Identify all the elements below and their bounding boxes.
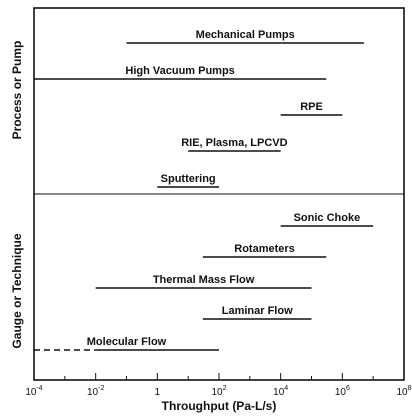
high-vacuum-pumps-label: High Vacuum Pumps <box>125 65 234 77</box>
thermal-mass-flow-label: Thermal Mass Flow <box>153 274 255 286</box>
molecular-flow-label: Molecular Flow <box>87 336 167 348</box>
y-group-label-gauge: Gauge or Technique <box>10 233 24 348</box>
mechanical-pumps-label: Mechanical Pumps <box>196 29 295 41</box>
rotameters-label: Rotameters <box>234 243 295 255</box>
x-tick-label: 1 <box>155 387 161 398</box>
x-axis-title: Throughput (Pa-L/s) <box>162 399 277 413</box>
range-bars: Mechanical Pumps High Vacuum Pumps RPE RIE,… <box>34 29 374 351</box>
x-axis-ticks: 10-4 10-2 1 102 104 106 108 <box>25 373 412 398</box>
laminar-flow-label: Laminar Flow <box>222 305 293 317</box>
x-tick-label: 108 <box>396 385 411 398</box>
x-tick-label: 102 <box>211 385 226 398</box>
rpe-label: RPE <box>300 101 323 113</box>
x-tick-label: 104 <box>273 385 288 398</box>
sputtering-label: Sputtering <box>161 173 216 185</box>
y-group-label-process: Process or Pump <box>10 41 24 140</box>
rie-plasma-lpcvd-label: RIE, Plasma, LPCVD <box>181 137 287 149</box>
x-tick-label: 106 <box>335 385 350 398</box>
x-tick-label: 10-2 <box>87 385 104 398</box>
x-tick-label: 10-4 <box>25 385 42 398</box>
sonic-choke-label: Sonic Choke <box>294 212 361 224</box>
